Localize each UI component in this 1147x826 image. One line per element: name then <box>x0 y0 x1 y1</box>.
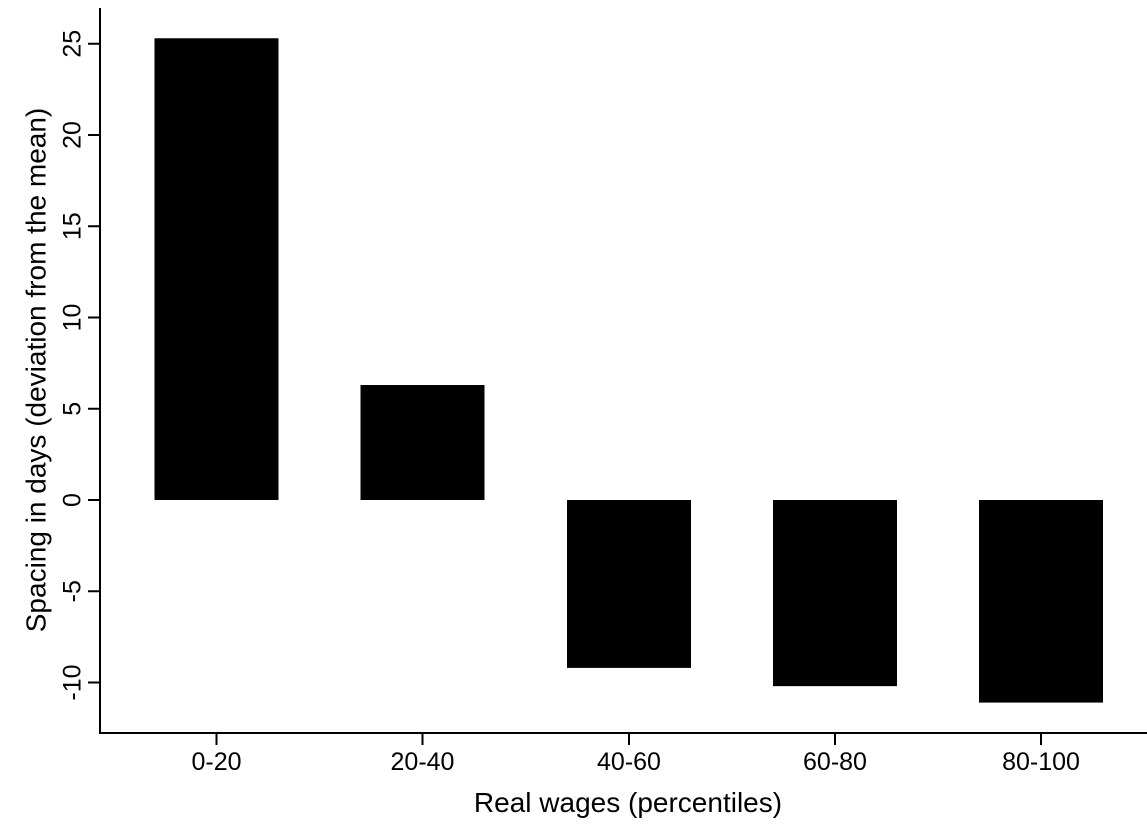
axes-group <box>99 8 1147 734</box>
y-tick-label: 10 <box>59 304 87 332</box>
x-ticks-group: 0-20 20-40 40-60 60-80 80-100 <box>191 733 1080 776</box>
y-tick-label: 0 <box>59 493 87 507</box>
bars-group <box>154 38 1103 703</box>
bar-60-80 <box>773 500 897 687</box>
x-tick-label: 20-40 <box>391 748 455 776</box>
y-tick-label: 20 <box>59 121 87 149</box>
y-tick-label: 5 <box>59 402 87 416</box>
x-tick-label: 80-100 <box>1002 748 1080 776</box>
x-tick-label: 60-80 <box>803 748 867 776</box>
x-tick-label: 0-20 <box>191 748 241 776</box>
y-tick-label: -5 <box>59 580 87 602</box>
y-tick-label: 15 <box>59 212 87 240</box>
y-tick-label: 25 <box>59 30 87 58</box>
bar-80-100 <box>979 500 1103 703</box>
bar-20-40 <box>360 385 485 500</box>
x-axis-title: Real wages (percentiles) <box>474 787 782 818</box>
bar-0-20 <box>154 38 279 501</box>
bar-40-60 <box>567 500 691 668</box>
y-tick-label: -10 <box>59 664 87 700</box>
y-ticks-group: 25 20 15 10 5 0 -5 -10 <box>59 30 100 701</box>
x-tick-label: 40-60 <box>597 748 661 776</box>
y-axis-title: Spacing in days (deviation from the mean… <box>20 108 51 633</box>
